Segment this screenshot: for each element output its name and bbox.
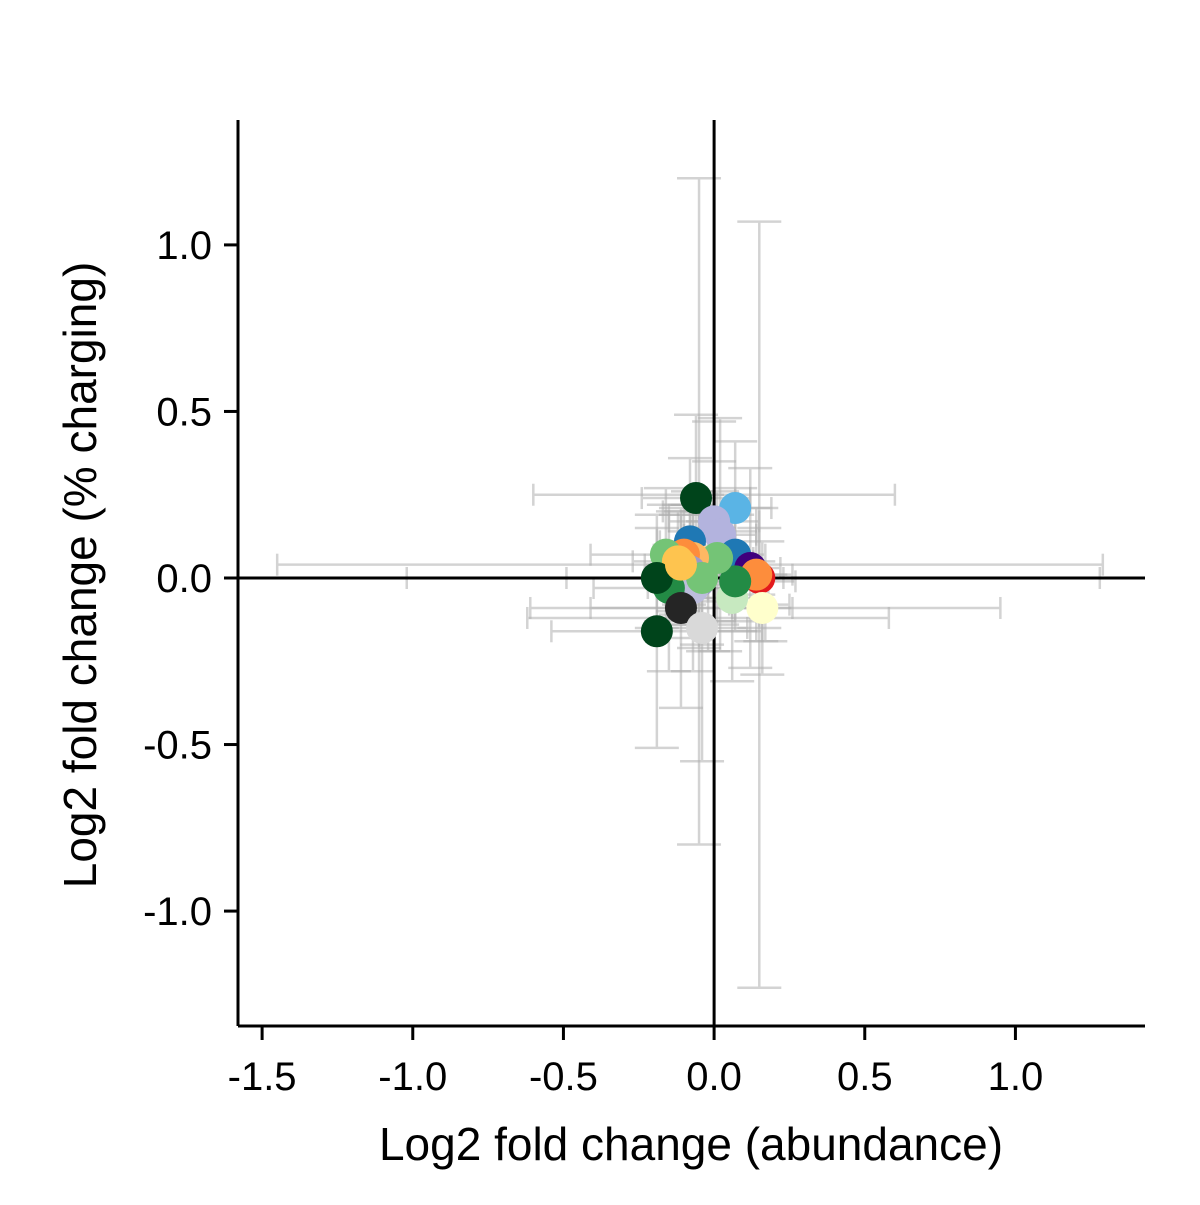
y-tick-label-1: -0.5	[143, 724, 212, 768]
x-tick-label-0: -1.5	[228, 1055, 297, 1099]
axes	[224, 120, 1145, 1040]
data-points	[640, 482, 779, 648]
y-axis-label: Log2 fold change (% charging)	[54, 262, 106, 889]
data-point-9	[746, 591, 779, 624]
x-tick-label-3: 0.0	[686, 1055, 742, 1099]
x-tick-label-5: 1.0	[988, 1055, 1044, 1099]
y-tick-label-0: -1.0	[143, 890, 212, 934]
tick-labels: -1.5 -1.0 -0.5 0.0 0.5 1.0 -1.0 -0.5 0.0 0.5 1.0	[143, 224, 1043, 1099]
data-point-0	[680, 482, 713, 515]
data-point-24	[664, 548, 697, 581]
y-tick-label-4: 1.0	[156, 224, 212, 268]
data-point-27	[640, 615, 673, 648]
y-tick-label-3: 0.5	[156, 390, 212, 434]
data-point-25	[664, 591, 697, 624]
data-point-26	[686, 611, 719, 644]
data-point-11	[719, 565, 752, 598]
x-tick-label-2: -0.5	[529, 1055, 598, 1099]
x-axis-label: Log2 fold change (abundance)	[379, 1118, 1003, 1170]
x-tick-label-4: 0.5	[837, 1055, 893, 1099]
x-tick-label-1: -1.0	[378, 1055, 447, 1099]
data-point-23	[640, 561, 673, 594]
y-tick-label-2: 0.0	[156, 557, 212, 601]
